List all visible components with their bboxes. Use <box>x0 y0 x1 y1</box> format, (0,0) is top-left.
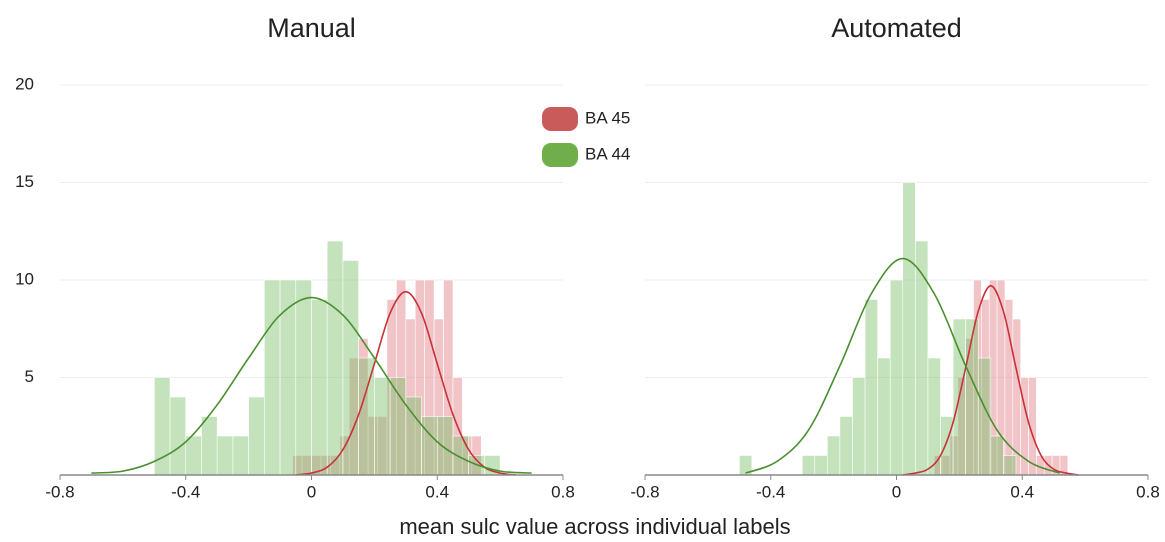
x-axis-label: mean sulc value across individual labels <box>399 514 790 539</box>
histogram-bar <box>264 279 281 476</box>
histogram-bar <box>940 416 954 476</box>
histogram-bar <box>295 279 312 476</box>
x-tick-label: 0.8 <box>551 482 575 501</box>
histogram-bar <box>326 240 344 476</box>
legend-swatch <box>542 107 578 131</box>
histogram-bar <box>421 416 438 476</box>
histogram-bar <box>342 260 359 476</box>
histogram-bar <box>248 396 265 476</box>
histogram-bar <box>864 299 878 476</box>
histogram-bar <box>990 435 1004 476</box>
histogram-bar <box>452 435 469 476</box>
legend-swatch <box>542 143 578 167</box>
histogram-bar <box>827 435 841 476</box>
histogram-bar <box>1003 455 1017 476</box>
histogram-bar <box>436 416 454 476</box>
plot-area <box>154 240 501 476</box>
x-tick-label: 0 <box>307 482 316 501</box>
fit-curve <box>295 290 516 476</box>
histogram-bar <box>877 357 891 476</box>
histogram-bar <box>374 377 391 476</box>
x-tick-label: 0.4 <box>425 482 449 501</box>
histogram-bar <box>232 435 249 476</box>
histogram-bar <box>358 357 375 476</box>
histogram-bar <box>965 318 979 476</box>
histogram-bar <box>814 455 828 476</box>
fit-curve <box>91 296 532 474</box>
x-tick-label: -0.8 <box>45 482 74 501</box>
x-tick-label: -0.4 <box>756 482 785 501</box>
histogram-bar <box>185 435 202 476</box>
histogram-bar <box>311 299 328 476</box>
histogram-bar <box>279 279 297 476</box>
x-tick-label: 0.4 <box>1010 482 1034 501</box>
chart-title: Manual <box>267 13 356 43</box>
histogram-bar <box>852 377 866 476</box>
histogram-bar <box>801 455 816 476</box>
x-tick-label: -0.8 <box>630 482 659 501</box>
y-tick-label: 5 <box>25 367 34 386</box>
legend-label: BA 44 <box>585 144 630 163</box>
chart-title: Automated <box>831 13 962 43</box>
histogram-bar <box>201 416 218 476</box>
y-tick-label: 20 <box>15 74 34 93</box>
legend-label: BA 45 <box>585 108 630 127</box>
fit-curve <box>745 257 1061 474</box>
x-tick-label: -0.4 <box>171 482 200 501</box>
histogram-bar <box>169 396 187 476</box>
plot-area <box>739 182 1069 476</box>
x-tick-label: 0 <box>892 482 901 501</box>
histogram-bar <box>902 182 916 476</box>
histogram-bar <box>389 377 407 476</box>
histogram-bar <box>216 435 234 476</box>
histogram-bar <box>889 279 904 476</box>
histogram-bar <box>915 240 929 476</box>
y-tick-label: 15 <box>15 172 34 191</box>
histogram-bar <box>839 416 853 476</box>
fit-curve <box>902 285 1079 476</box>
y-tick-label: 10 <box>15 269 34 288</box>
x-tick-label: 0.8 <box>1136 482 1160 501</box>
